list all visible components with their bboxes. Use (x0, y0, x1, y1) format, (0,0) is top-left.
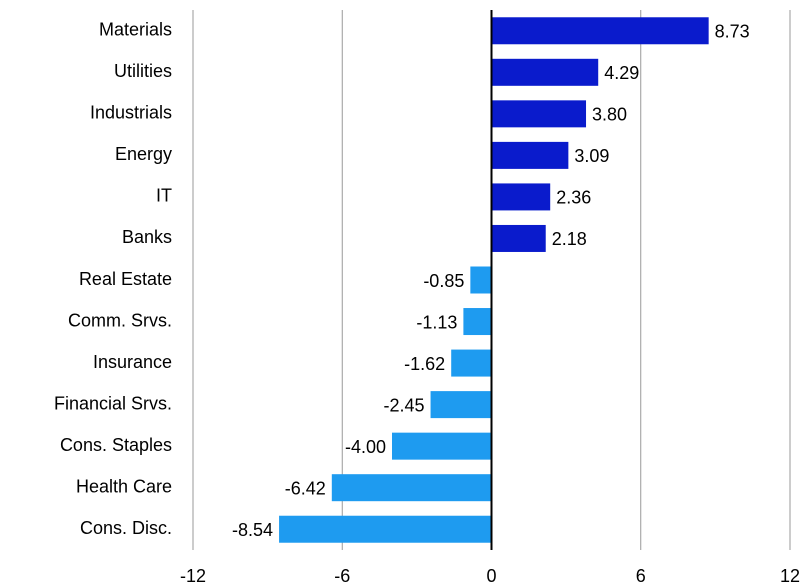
x-tick-label: 12 (780, 566, 800, 586)
y-tick-label: Energy (115, 144, 172, 164)
y-tick-label: Materials (99, 20, 172, 40)
y-tick-label: Real Estate (79, 269, 172, 289)
value-label: 2.18 (552, 229, 587, 249)
bar (491, 224, 546, 252)
bar (491, 58, 599, 86)
bar (451, 349, 492, 377)
value-label: 2.36 (556, 188, 591, 208)
y-tick-label: Cons. Disc. (80, 518, 172, 538)
x-tick-label: 0 (486, 566, 496, 586)
value-label: 3.80 (592, 105, 627, 125)
y-tick-label: Health Care (76, 476, 172, 496)
y-tick-label: Insurance (93, 352, 172, 372)
y-tick-label: IT (156, 186, 172, 206)
value-label: -6.42 (285, 478, 326, 498)
value-label: 8.73 (715, 22, 750, 42)
y-tick-label: Utilities (114, 61, 172, 81)
bar (463, 308, 492, 336)
y-tick-label: Banks (122, 227, 172, 247)
x-tick-label: 6 (636, 566, 646, 586)
bar (491, 183, 551, 211)
value-label: -1.13 (416, 312, 457, 332)
x-tick-label: -12 (180, 566, 206, 586)
value-label: -0.85 (423, 271, 464, 291)
value-label: 4.29 (604, 63, 639, 83)
bar (430, 391, 492, 419)
value-label: 3.09 (574, 146, 609, 166)
bar (491, 17, 709, 45)
x-tick-label: -6 (334, 566, 350, 586)
y-tick-label: Financial Srvs. (54, 393, 172, 413)
value-label: -8.54 (232, 520, 273, 540)
bar (491, 141, 569, 169)
value-label: -1.62 (404, 354, 445, 374)
bar (279, 515, 492, 543)
bar (392, 432, 492, 460)
value-label: -2.45 (384, 395, 425, 415)
value-label: -4.00 (345, 437, 386, 457)
y-tick-label: Industrials (90, 103, 172, 123)
y-tick-label: Comm. Srvs. (68, 310, 172, 330)
bar (470, 266, 492, 294)
y-tick-label: Cons. Staples (60, 435, 172, 455)
bar (331, 474, 492, 502)
bar (491, 100, 587, 128)
